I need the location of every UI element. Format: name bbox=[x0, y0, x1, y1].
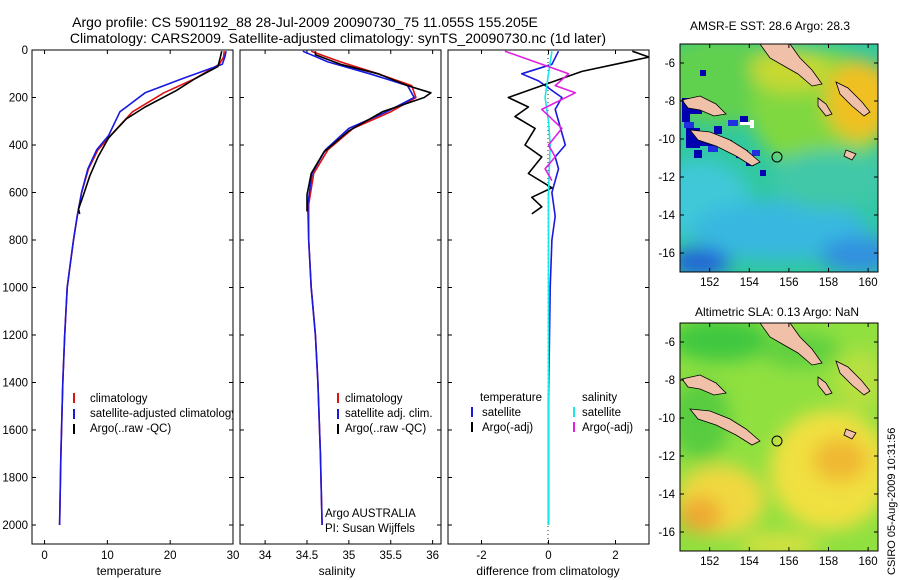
series-sal-satellite-line bbox=[544, 51, 553, 525]
legend-argo: Argo(..raw -QC) bbox=[345, 423, 426, 435]
difference-xlabel: difference from climatology bbox=[476, 564, 619, 578]
x-tick-label: 36 bbox=[426, 550, 439, 562]
map-y-tick-label: -14 bbox=[658, 210, 675, 222]
y-tick-label: 1400 bbox=[2, 378, 28, 390]
map-x-tick-label: 154 bbox=[740, 277, 760, 289]
legend-satellite: satellite adj. clim. bbox=[345, 408, 433, 420]
map-y-tick-label: -14 bbox=[658, 489, 675, 501]
x-tick-label: 30 bbox=[227, 550, 240, 562]
sla-map-frame bbox=[679, 322, 879, 552]
x-tick-label: 0 bbox=[41, 550, 47, 562]
series-satellite-line bbox=[302, 50, 416, 526]
legend-sal-satellite: satellite bbox=[582, 407, 621, 419]
map-x-tick-label: 152 bbox=[700, 556, 719, 568]
salinity-legend: climatology satellite adj. clim. Argo(..… bbox=[337, 393, 433, 435]
series-temp-argo-line bbox=[507, 50, 649, 215]
legend-temp-satellite: satellite bbox=[482, 407, 521, 419]
figure-title-line1: Argo profile: CS 5901192_88 28-Jul-2009 … bbox=[72, 14, 538, 30]
sla-map-title: Altimetric SLA: 0.13 Argo: NaN bbox=[695, 305, 859, 319]
map-x-tick-label: 156 bbox=[779, 277, 798, 289]
legend-temp-argo: Argo(-adj) bbox=[482, 422, 533, 434]
y-tick-label: 400 bbox=[9, 140, 28, 152]
map-y-tick-label: -16 bbox=[658, 527, 675, 539]
y-tick-label: 1200 bbox=[2, 330, 28, 342]
map-y-tick-label: -8 bbox=[665, 96, 675, 108]
series-climatology-line bbox=[58, 51, 225, 526]
legend-temperature-heading: temperature bbox=[480, 392, 542, 404]
legend-salinity-heading: salinity bbox=[582, 392, 617, 404]
map-y-tick-label: -10 bbox=[658, 413, 675, 425]
legend-climatology: climatology bbox=[90, 393, 148, 405]
series-temp-satellite-line bbox=[520, 50, 567, 525]
temperature-xlabel: temperature bbox=[97, 564, 162, 578]
y-tick-label: 2000 bbox=[2, 520, 28, 532]
sst-map-title: AMSR-E SST: 28.6 Argo: 28.3 bbox=[690, 19, 850, 33]
pi-annotation: PI: Susan Wijffels bbox=[325, 523, 415, 535]
map-y-tick-label: -6 bbox=[665, 337, 675, 349]
sla-map-panel: Altimetric SLA: 0.13 Argo: NaN bbox=[658, 305, 879, 568]
difference-legend: temperature satellite Argo(-adj) salinit… bbox=[471, 392, 633, 434]
map-x-tick-label: 158 bbox=[819, 277, 838, 289]
sst-map-frame bbox=[679, 43, 879, 273]
series-satellite-line bbox=[58, 51, 227, 526]
y-tick-label: 600 bbox=[9, 188, 28, 200]
difference-panel: -2 0 2 difference from climatology tempera… bbox=[447, 49, 650, 578]
map-y-tick-label: -6 bbox=[665, 58, 675, 70]
sst-map-panel: AMSR-E SST: 28.6 Argo: 28.3 bbox=[658, 19, 879, 289]
map-y-tick-label: -10 bbox=[658, 134, 675, 146]
sst-float-marker bbox=[771, 151, 783, 163]
x-tick-label: 34 bbox=[259, 550, 272, 562]
y-tick-label: 200 bbox=[9, 93, 28, 105]
y-tick-label: 1800 bbox=[2, 473, 28, 485]
salinity-xlabel: salinity bbox=[319, 564, 356, 578]
temperature-axes-frame bbox=[31, 49, 234, 545]
series-argo-line bbox=[306, 51, 432, 212]
x-tick-label: 34.5 bbox=[296, 550, 318, 562]
y-tick-label: 1000 bbox=[2, 283, 28, 295]
legend-climatology: climatology bbox=[345, 393, 403, 405]
x-tick-label: 20 bbox=[164, 550, 177, 562]
legend-argo: Argo(..raw -QC) bbox=[90, 423, 171, 435]
y-tick-label: 1600 bbox=[2, 425, 28, 437]
legend-sal-argo: Argo(-adj) bbox=[582, 422, 633, 434]
map-y-tick-label: -12 bbox=[658, 172, 675, 184]
map-x-tick-label: 156 bbox=[779, 556, 798, 568]
map-y-tick-label: -12 bbox=[658, 451, 675, 463]
sst-field bbox=[680, 44, 878, 272]
map-x-tick-label: 160 bbox=[859, 556, 878, 568]
sla-field bbox=[680, 323, 878, 551]
sla-land bbox=[681, 323, 871, 446]
temperature-legend: climatology satellite-adjusted climatolo… bbox=[73, 393, 237, 435]
map-x-tick-label: 160 bbox=[859, 277, 878, 289]
y-tick-label: 0 bbox=[22, 45, 28, 57]
x-tick-label: -2 bbox=[476, 550, 486, 562]
timestamp-label: CSIRO 05-Aug-2009 10:31:56 bbox=[886, 428, 898, 575]
map-y-tick-label: -8 bbox=[665, 375, 675, 387]
map-x-tick-label: 152 bbox=[700, 277, 719, 289]
x-tick-label: 35 bbox=[342, 550, 355, 562]
legend-satellite: satellite-adjusted climatology bbox=[90, 408, 237, 420]
sla-float-marker bbox=[771, 435, 783, 447]
x-tick-label: 0 bbox=[545, 550, 551, 562]
x-tick-label: 2 bbox=[612, 550, 618, 562]
map-y-tick-label: -16 bbox=[658, 248, 675, 260]
x-tick-label: 35.5 bbox=[380, 550, 402, 562]
figure-title-line2: Climatology: CARS2009. Satellite-adjuste… bbox=[70, 30, 606, 46]
salinity-axes-frame bbox=[239, 49, 442, 545]
map-x-tick-label: 158 bbox=[819, 556, 838, 568]
x-tick-label: 10 bbox=[101, 550, 114, 562]
series-sal-argo-line bbox=[504, 50, 577, 181]
temperature-panel: 0 10 20 30 0 200 400 600 800 1000 1200 1400 1600 1800… bbox=[2, 45, 239, 578]
salinity-panel: 34 34.5 35 35.5 36 salinity climatology sate… bbox=[239, 49, 442, 578]
map-x-tick-label: 154 bbox=[740, 556, 760, 568]
sst-land bbox=[681, 44, 871, 167]
y-tick-label: 800 bbox=[9, 235, 28, 247]
series-argo-line bbox=[77, 51, 223, 215]
argo-program-annotation: Argo AUSTRALIA bbox=[325, 508, 416, 520]
